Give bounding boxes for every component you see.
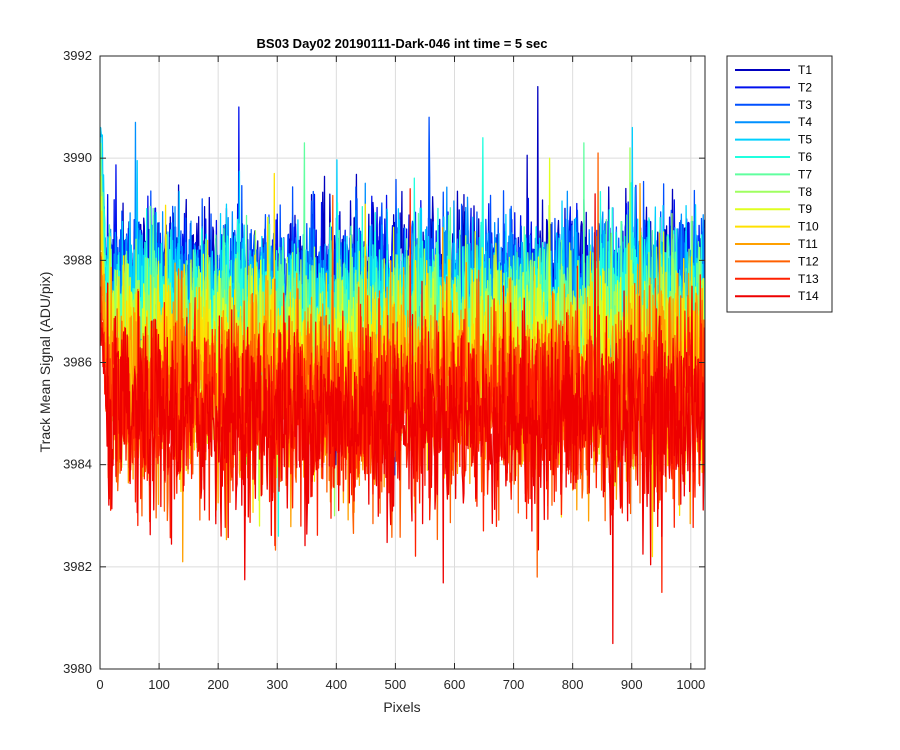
x-tick-label: 100: [148, 677, 170, 692]
x-tick-label: 500: [385, 677, 407, 692]
x-tick-label: 800: [562, 677, 584, 692]
legend-label-t1: T1: [798, 63, 812, 77]
y-axis-label: Track Mean Signal (ADU/pix): [37, 272, 53, 453]
plot-area: 0 100 200 300 400 500 600 700 800 900 1000 3980 3982…: [63, 48, 706, 692]
x-tick-label: 700: [503, 677, 525, 692]
y-tick-label: 3992: [63, 48, 92, 63]
legend-label-t11: T11: [798, 237, 818, 251]
x-tick-label: 1000: [676, 677, 705, 692]
x-tick-label: 200: [207, 677, 229, 692]
legend-label-t13: T13: [798, 272, 819, 286]
y-tick-label: 3980: [63, 661, 92, 676]
legend-label-t5: T5: [798, 133, 812, 147]
legend-label-t3: T3: [798, 98, 812, 112]
x-tick-label: 600: [444, 677, 466, 692]
legend: T1 T2 T3 T4 T5 T6 T7 T8 T9 T10 T11 T12 T13 T14: [726, 55, 833, 313]
legend-label-t2: T2: [798, 80, 812, 94]
legend-label-t12: T12: [798, 254, 819, 268]
legend-label-t7: T7: [798, 167, 812, 181]
legend-label-t8: T8: [798, 185, 812, 199]
ticks: 0 100 200 300 400 500 600 700 800 900 1000 3980 3982…: [63, 48, 705, 692]
x-axis-label: Pixels: [383, 699, 420, 715]
chart-title: BS03 Day02 20190111-Dark-046 int time = …: [257, 36, 548, 51]
x-tick-label: 0: [96, 677, 103, 692]
x-tick-label: 300: [266, 677, 288, 692]
y-tick-label: 3984: [63, 457, 92, 472]
legend-label-t9: T9: [798, 202, 812, 216]
legend-label-t6: T6: [798, 150, 812, 164]
series-layer: [100, 86, 705, 645]
legend-box: [726, 55, 833, 313]
series-line-t14: [100, 193, 705, 645]
x-tick-label: 900: [621, 677, 643, 692]
y-tick-label: 3990: [63, 150, 92, 165]
legend-label-t4: T4: [798, 115, 812, 129]
y-tick-label: 3986: [63, 355, 92, 370]
y-tick-label: 3982: [63, 559, 92, 574]
x-tick-label: 400: [325, 677, 347, 692]
legend-label-t10: T10: [798, 220, 819, 234]
y-tick-label: 3988: [63, 252, 92, 267]
legend-label-t14: T14: [798, 289, 819, 303]
